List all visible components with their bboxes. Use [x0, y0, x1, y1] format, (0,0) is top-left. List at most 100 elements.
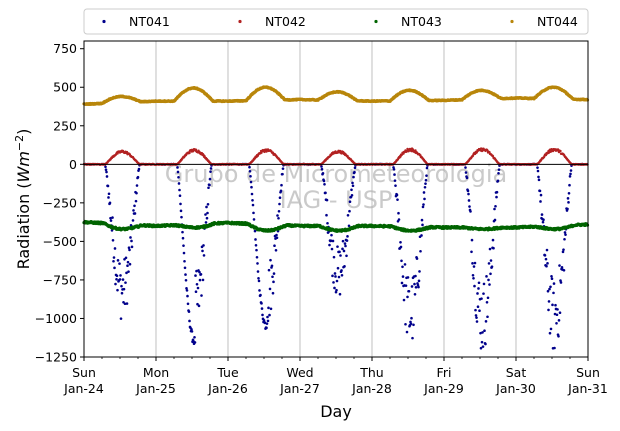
data-point — [422, 191, 426, 194]
data-point — [495, 190, 499, 194]
data-point — [129, 236, 132, 239]
data-point — [480, 297, 483, 300]
legend-box — [83, 8, 589, 35]
x-tick-label-day: Fri — [437, 365, 452, 380]
data-point — [538, 189, 542, 193]
data-point — [195, 269, 198, 273]
data-point — [474, 308, 477, 312]
data-point — [333, 272, 337, 275]
data-point — [406, 276, 410, 279]
data-point — [332, 281, 335, 284]
data-point — [563, 237, 566, 241]
data-point — [260, 302, 263, 305]
data-point — [551, 303, 554, 307]
data-point — [335, 279, 339, 283]
data-point — [564, 233, 567, 236]
x-tick-label-day: Thu — [359, 365, 383, 380]
data-point — [116, 288, 119, 292]
data-point — [201, 249, 204, 253]
data-point — [337, 275, 341, 279]
data-point — [396, 198, 399, 201]
data-point — [279, 189, 283, 193]
data-point — [120, 284, 123, 288]
data-point — [410, 285, 414, 288]
data-point — [477, 281, 481, 285]
data-point — [269, 307, 273, 311]
data-point — [539, 193, 543, 197]
data-point — [552, 282, 556, 285]
data-point — [411, 336, 414, 340]
data-point — [550, 274, 553, 278]
data-point — [488, 247, 492, 251]
data-point — [281, 172, 284, 176]
data-point — [206, 203, 210, 206]
data-point — [544, 257, 548, 261]
data-point — [196, 302, 199, 306]
data-point — [323, 183, 326, 186]
data-point — [259, 293, 262, 297]
data-point — [255, 248, 258, 252]
data-point — [320, 165, 323, 168]
data-point — [108, 201, 112, 205]
data-point — [256, 270, 260, 273]
data-point — [545, 264, 548, 268]
data-point — [566, 207, 569, 211]
data-point — [176, 166, 179, 169]
data-point — [320, 167, 324, 171]
data-point — [543, 254, 547, 257]
data-point — [545, 248, 549, 252]
data-point — [268, 313, 271, 317]
data-point — [120, 291, 124, 295]
data-point — [126, 264, 129, 268]
data-point — [204, 213, 207, 216]
data-point — [272, 280, 275, 284]
series-NT044 — [82, 85, 590, 107]
data-point — [548, 287, 551, 291]
data-point — [184, 273, 187, 276]
data-point — [539, 200, 542, 203]
data-point — [558, 311, 562, 315]
data-point — [123, 302, 127, 306]
data-point — [266, 315, 269, 319]
data-point — [424, 178, 428, 182]
data-point — [113, 266, 116, 270]
y-tick-label: 500 — [53, 80, 77, 95]
data-point — [346, 214, 350, 217]
data-point — [121, 278, 125, 281]
data-point — [185, 287, 188, 290]
x-axis: SunJan-24MonJan-25TueJan-26WedJan-27ThuJ… — [63, 357, 608, 396]
data-point — [553, 312, 557, 316]
data-point — [336, 266, 340, 270]
x-tick-label-date: Jan-26 — [207, 381, 248, 396]
data-point — [129, 224, 133, 227]
data-point — [115, 278, 118, 281]
data-point — [132, 209, 135, 212]
series-NT043 — [82, 219, 590, 234]
data-point — [334, 275, 337, 278]
data-point — [481, 345, 485, 348]
data-point — [266, 319, 270, 323]
data-point — [341, 239, 345, 243]
data-point — [258, 289, 261, 292]
data-point — [338, 250, 341, 254]
data-point — [422, 203, 425, 206]
data-point — [401, 275, 405, 278]
data-point — [474, 314, 478, 317]
data-point — [202, 254, 206, 257]
data-point — [353, 166, 357, 170]
data-point — [105, 175, 109, 178]
data-point — [248, 169, 252, 173]
data-point — [473, 261, 477, 265]
data-point — [496, 179, 500, 183]
data-point — [130, 245, 134, 249]
data-point — [277, 209, 281, 213]
y-axis-title-exponent: −2 — [13, 135, 26, 151]
data-point — [412, 323, 415, 327]
x-tick-label-date: Jan-30 — [495, 381, 536, 396]
data-point — [119, 317, 123, 320]
data-point — [116, 259, 120, 262]
data-point — [277, 216, 280, 220]
data-point — [271, 275, 274, 279]
data-point — [257, 279, 261, 283]
data-point — [561, 250, 565, 254]
